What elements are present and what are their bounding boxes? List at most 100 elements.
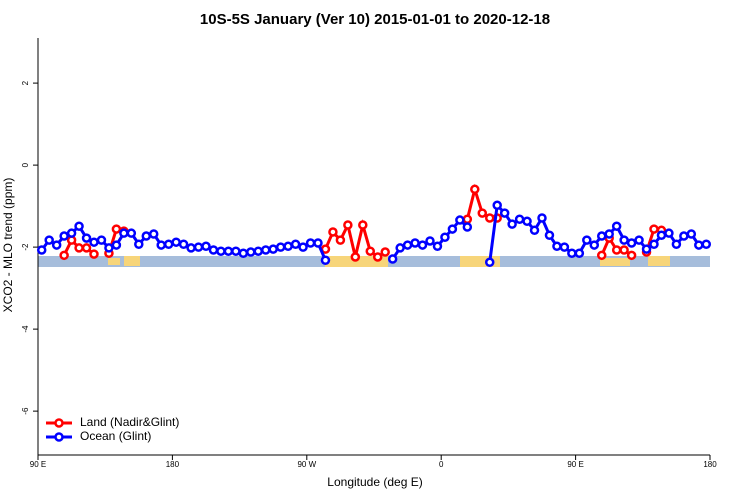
legend-label: Land (Nadir&Glint) [80,415,179,429]
point [425,236,435,246]
point [89,237,99,247]
point [141,231,152,241]
point [111,240,122,250]
point [290,239,301,249]
point [694,240,704,250]
point [81,233,92,243]
point [611,245,622,255]
point [156,240,166,250]
point [656,230,667,240]
point [104,243,114,253]
point [298,242,308,252]
y-tick-label: -6 [21,407,30,415]
point [59,231,69,241]
x-tick-label: 90 E [567,460,583,469]
chart-title: 10S-5S January (Ver 10) 2015-01-01 to 20… [200,11,550,28]
point [619,245,629,255]
y-tick-label: -2 [21,243,30,251]
point [679,231,689,241]
point [671,239,682,249]
point [484,257,495,268]
point [253,246,264,256]
point [462,222,473,232]
point [216,246,226,256]
point [328,227,338,237]
point [358,220,368,230]
point [462,214,473,224]
point [470,184,480,195]
point [119,228,129,238]
point [537,213,547,223]
point [126,228,137,238]
point [134,239,144,249]
point [89,249,99,259]
point [634,235,644,245]
y-tick-label: 2 [21,80,30,85]
point [163,239,174,249]
point [66,228,77,238]
point [641,244,652,254]
point [686,229,697,239]
point [417,240,428,250]
x-tick-label: 90 E [30,460,46,469]
point [499,208,510,218]
point [619,235,629,245]
point [36,245,47,255]
point [559,242,570,252]
point [44,235,54,245]
point [372,252,383,262]
point [305,238,316,248]
point [111,224,122,234]
point [223,246,234,256]
point [611,221,622,231]
point [440,232,450,243]
point [387,254,398,264]
point [574,248,585,259]
point [268,244,278,254]
point [59,250,69,261]
point [484,213,495,223]
legend-marker [54,418,64,428]
x-tick-label: 180 [703,460,717,469]
point [529,225,540,236]
point [148,229,159,239]
point [320,255,331,265]
y-axis-label: XCO2 - MLO trend (ppm) [1,178,15,313]
point [432,241,443,252]
x-tick-label: 0 [439,460,444,469]
point [455,215,465,225]
point [514,214,525,224]
point [649,224,659,234]
point [74,243,84,253]
point [649,239,659,249]
x-tick-label: 90 W [297,460,316,469]
point [596,231,607,241]
point [208,245,219,255]
point [626,250,637,261]
point [343,220,353,230]
point [522,216,532,227]
point [589,240,600,250]
point [402,240,413,250]
point [193,242,204,252]
point [544,230,555,240]
point [447,224,458,234]
point [604,229,614,239]
point [231,246,241,256]
point [477,208,488,218]
point [552,241,562,252]
x-axis-label: Longitude (deg E) [327,475,422,489]
point [335,235,346,245]
point [246,247,256,257]
point [186,243,196,253]
point [178,239,189,249]
point [51,240,62,250]
point [313,238,323,248]
y-tick-label: 0 [21,162,30,167]
x-tick-label: 180 [166,460,180,469]
point [201,241,211,252]
point [74,221,84,231]
point [626,238,637,248]
point [260,245,271,255]
